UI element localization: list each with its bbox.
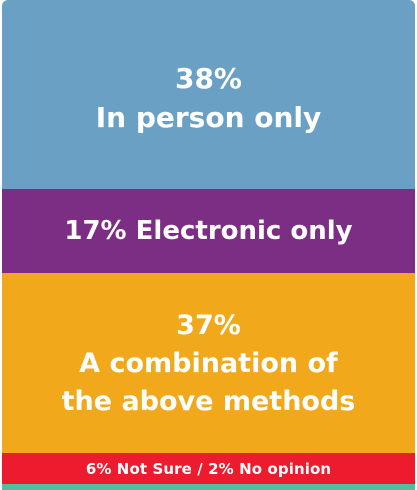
segment-in-person-only: 38% In person only	[2, 0, 415, 189]
segment-electronic-only-text: 17% Electronic only	[64, 216, 352, 246]
segment-not-sure-no-opinion: 6% Not Sure / 2% No opinion	[2, 453, 415, 484]
not-sure-label: 6% Not Sure / 2% No opinion	[85, 459, 332, 478]
in-person-label: In person only	[95, 100, 322, 134]
electronic-percent-label: 17%	[64, 216, 127, 246]
segment-electronic-only: 17% Electronic only	[2, 189, 415, 273]
segment-in-person-only-text: 38% In person only	[96, 53, 322, 137]
combination-label-line-2: the above methods	[61, 386, 356, 417]
electronic-label: Electronic only	[135, 216, 353, 246]
segment-combination-text: 37% A combination of the above methods	[62, 305, 356, 421]
bottom-accent-strip	[2, 484, 415, 490]
combination-label-line-1: A combination of	[79, 348, 338, 379]
in-person-percent-label: 38%	[174, 61, 242, 95]
combination-percent-label: 37%	[176, 310, 241, 341]
segment-combination: 37% A combination of the above methods	[2, 273, 415, 453]
